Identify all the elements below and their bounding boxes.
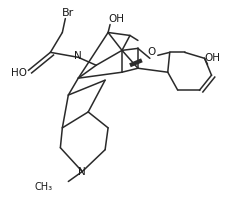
Text: HO: HO bbox=[11, 68, 27, 78]
Text: OH: OH bbox=[108, 14, 124, 24]
Text: N: N bbox=[78, 167, 86, 177]
Text: CH₃: CH₃ bbox=[34, 182, 52, 192]
Text: O: O bbox=[148, 47, 156, 57]
Text: OH: OH bbox=[205, 53, 220, 63]
Text: Br: Br bbox=[62, 8, 75, 18]
Text: N: N bbox=[74, 51, 82, 61]
